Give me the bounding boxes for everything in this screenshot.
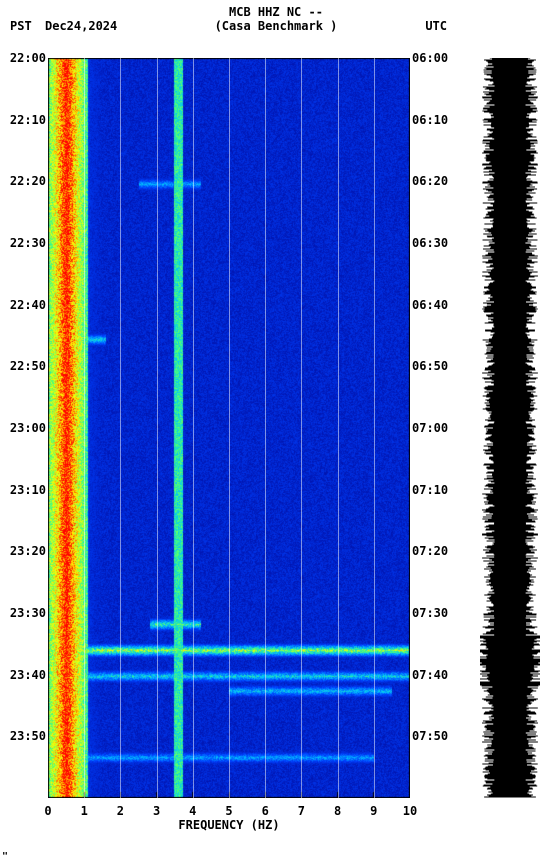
gridline: [265, 58, 266, 798]
x-tick: 7: [298, 804, 305, 818]
station-title: MCB HHZ NC --: [0, 5, 552, 19]
y-tick-right: 07:00: [412, 421, 448, 435]
y-tick-left: 22:40: [10, 298, 46, 312]
gridline: [157, 58, 158, 798]
gridline: [301, 58, 302, 798]
y-tick-left: 22:10: [10, 113, 46, 127]
gridline: [229, 58, 230, 798]
y-tick-left: 23:20: [10, 544, 46, 558]
station-subtitle: (Casa Benchmark ): [0, 19, 552, 33]
waveform-svg: [480, 58, 540, 798]
gridline: [338, 58, 339, 798]
y-tick-left: 23:00: [10, 421, 46, 435]
y-tick-right: 07:50: [412, 729, 448, 743]
x-tick: 2: [117, 804, 124, 818]
x-tick: 6: [262, 804, 269, 818]
y-tick-right: 06:30: [412, 236, 448, 250]
x-tick: 1: [81, 804, 88, 818]
y-tick-left: 23:10: [10, 483, 46, 497]
y-tick-left: 22:50: [10, 359, 46, 373]
y-tick-right: 06:00: [412, 51, 448, 65]
x-tick: 10: [403, 804, 417, 818]
y-tick-left: 23:30: [10, 606, 46, 620]
x-tick: 4: [189, 804, 196, 818]
x-axis-label: FREQUENCY (HZ): [178, 818, 279, 832]
y-tick-right: 07:40: [412, 668, 448, 682]
right-timezone-label: UTC: [425, 19, 447, 33]
y-tick-right: 06:20: [412, 174, 448, 188]
x-tick: 3: [153, 804, 160, 818]
waveform-plot: [480, 58, 540, 798]
waveform-trace: [480, 58, 540, 797]
y-tick-left: 23:50: [10, 729, 46, 743]
y-tick-left: 22:00: [10, 51, 46, 65]
spectrogram-plot: 22:0022:1022:2022:3022:4022:5023:0023:10…: [48, 58, 410, 798]
gridline: [120, 58, 121, 798]
gridline: [84, 58, 85, 798]
gridline: [193, 58, 194, 798]
y-tick-left: 22:20: [10, 174, 46, 188]
footer-mark: ": [2, 851, 8, 862]
y-tick-left: 23:40: [10, 668, 46, 682]
y-tick-right: 07:10: [412, 483, 448, 497]
y-tick-right: 07:30: [412, 606, 448, 620]
y-tick-right: 06:10: [412, 113, 448, 127]
y-tick-right: 06:40: [412, 298, 448, 312]
x-tick: 9: [370, 804, 377, 818]
x-tick: 8: [334, 804, 341, 818]
y-tick-left: 22:30: [10, 236, 46, 250]
gridline: [374, 58, 375, 798]
y-tick-right: 07:20: [412, 544, 448, 558]
x-tick: 0: [44, 804, 51, 818]
x-tick: 5: [225, 804, 232, 818]
y-tick-right: 06:50: [412, 359, 448, 373]
